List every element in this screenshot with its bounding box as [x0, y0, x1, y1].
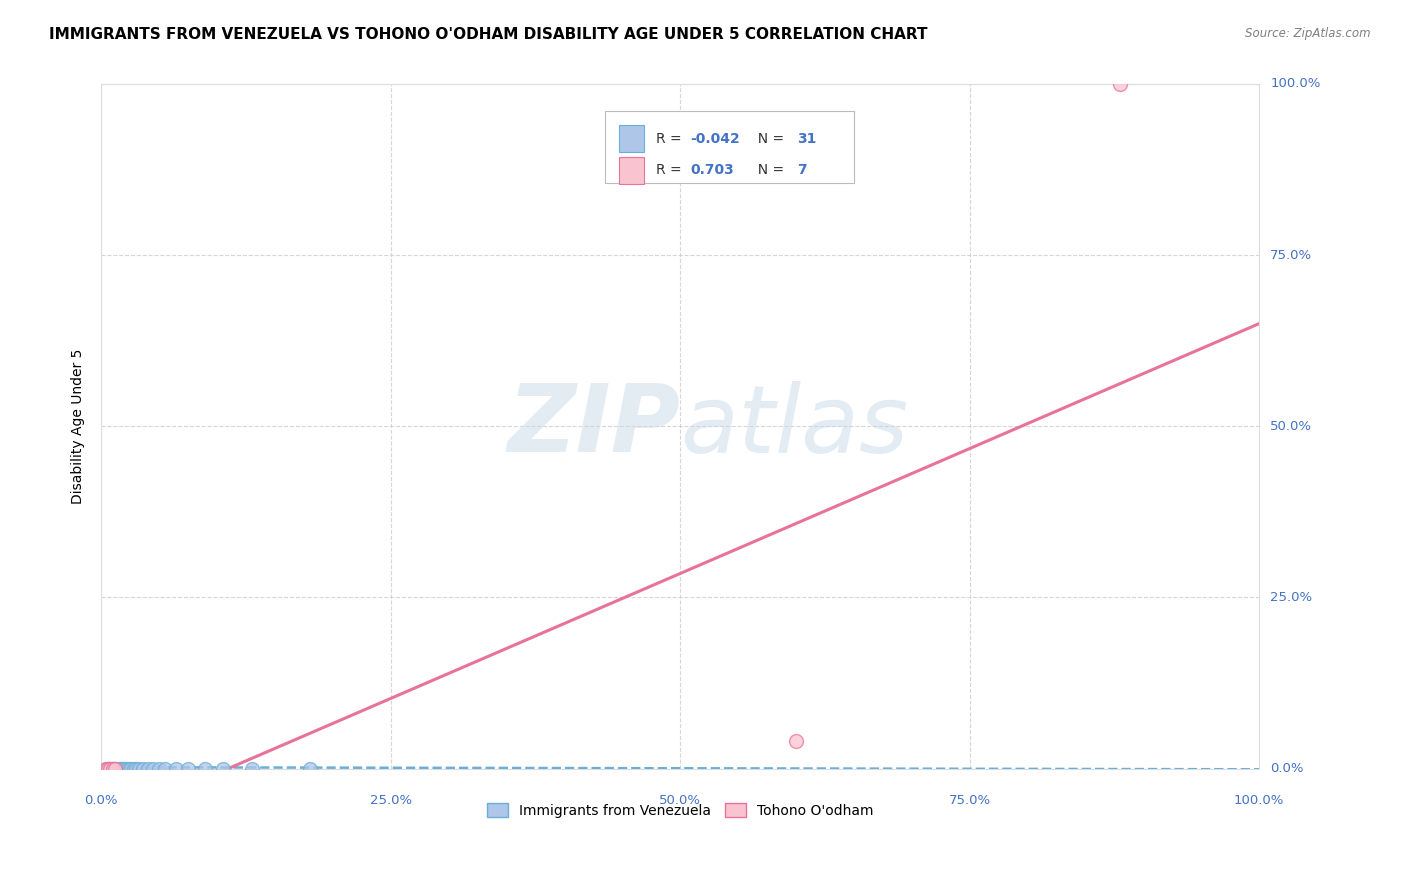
Text: R =: R =: [655, 163, 686, 178]
Bar: [619, 125, 644, 153]
Point: [240, 762, 263, 776]
Point: [94, 762, 117, 776]
Point: [125, 762, 148, 776]
Point: [1109, 77, 1132, 91]
Text: N =: N =: [748, 132, 787, 145]
Text: 31: 31: [797, 132, 817, 145]
Point: [120, 762, 142, 776]
Point: [785, 734, 807, 748]
Bar: [619, 157, 644, 184]
Point: [298, 762, 321, 776]
Point: [132, 762, 155, 776]
Text: Source: ZipAtlas.com: Source: ZipAtlas.com: [1246, 27, 1371, 40]
Point: [104, 762, 127, 776]
Text: 25.0%: 25.0%: [1271, 591, 1312, 604]
Point: [103, 762, 125, 776]
Text: 0.0%: 0.0%: [84, 794, 118, 806]
Point: [122, 762, 145, 776]
Point: [101, 762, 124, 776]
Point: [148, 762, 170, 776]
Text: R =: R =: [655, 132, 686, 145]
Point: [107, 762, 129, 776]
Point: [194, 762, 217, 776]
Bar: [605, 112, 853, 183]
Point: [115, 762, 138, 776]
Point: [98, 762, 121, 776]
Text: 0.0%: 0.0%: [1271, 762, 1303, 775]
Text: 75.0%: 75.0%: [1271, 249, 1312, 261]
Point: [136, 762, 159, 776]
Point: [105, 762, 128, 776]
Legend: Immigrants from Venezuela, Tohono O'odham: Immigrants from Venezuela, Tohono O'odha…: [481, 797, 879, 823]
Text: IMMIGRANTS FROM VENEZUELA VS TOHONO O'ODHAM DISABILITY AGE UNDER 5 CORRELATION C: IMMIGRANTS FROM VENEZUELA VS TOHONO O'OD…: [49, 27, 928, 42]
Point: [166, 762, 188, 776]
Text: 50.0%: 50.0%: [1271, 420, 1312, 433]
Point: [97, 762, 120, 776]
Point: [104, 762, 127, 776]
Text: atlas: atlas: [681, 381, 908, 472]
Text: 100.0%: 100.0%: [1234, 794, 1285, 806]
Point: [177, 762, 200, 776]
Point: [142, 762, 165, 776]
Point: [211, 762, 233, 776]
Text: N =: N =: [748, 163, 787, 178]
Point: [128, 762, 150, 776]
Y-axis label: Disability Age Under 5: Disability Age Under 5: [72, 349, 86, 504]
Point: [94, 762, 117, 776]
Point: [111, 762, 134, 776]
Point: [100, 762, 122, 776]
Point: [112, 762, 135, 776]
Point: [100, 762, 122, 776]
Text: 7: 7: [797, 163, 807, 178]
Point: [101, 762, 124, 776]
Point: [112, 762, 135, 776]
Point: [100, 762, 122, 776]
Point: [108, 762, 131, 776]
Text: ZIP: ZIP: [508, 380, 681, 472]
Text: 0.703: 0.703: [690, 163, 734, 178]
Text: 50.0%: 50.0%: [659, 794, 702, 806]
Point: [118, 762, 141, 776]
Point: [153, 762, 176, 776]
Text: 100.0%: 100.0%: [1271, 78, 1320, 90]
Text: 25.0%: 25.0%: [370, 794, 412, 806]
Text: 75.0%: 75.0%: [949, 794, 991, 806]
Text: -0.042: -0.042: [690, 132, 741, 145]
Point: [97, 762, 120, 776]
